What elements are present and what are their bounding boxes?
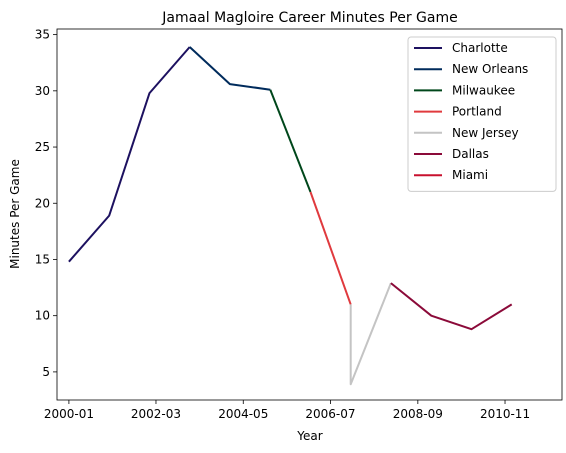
- legend-label: Milwaukee: [452, 83, 515, 97]
- legend-label: Miami: [452, 168, 488, 182]
- x-tick-label: 2008-09: [393, 407, 443, 421]
- x-axis-title: Year: [296, 429, 322, 443]
- series-line-new-jersey: [349, 282, 392, 386]
- chart-title: Jamaal Magloire Career Minutes Per Game: [161, 10, 457, 26]
- legend: Charlotte New Orleans Milwaukee Portland New…: [407, 36, 557, 192]
- x-tick-label: 2004-05: [218, 407, 268, 421]
- y-tick-label: 25: [35, 140, 50, 154]
- y-tick-label: 15: [35, 252, 50, 266]
- legend-label: New Orleans: [452, 62, 528, 76]
- series-line-dallas: [390, 282, 513, 331]
- series-line-charlotte: [68, 46, 191, 263]
- x-tick-label: 2002-03: [131, 407, 181, 421]
- legend-label: Portland: [452, 105, 502, 119]
- x-tick-label: 2010-11: [480, 407, 530, 421]
- legend-box: [407, 36, 557, 192]
- legend-label: Dallas: [452, 147, 489, 161]
- y-tick-label: 10: [35, 309, 50, 323]
- y-tick-label: 30: [35, 84, 50, 98]
- y-axis-title: Minutes Per Game: [8, 159, 22, 269]
- series-lines: [68, 46, 513, 386]
- y-tick-label: 35: [35, 28, 50, 42]
- plot-frame: [56, 28, 563, 401]
- legend-label: New Jersey: [452, 126, 519, 140]
- x-tick-label: 2006-07: [305, 407, 355, 421]
- x-tick-label: 2000-01: [44, 407, 94, 421]
- series-line-milwaukee: [269, 89, 312, 193]
- y-axis: 5 10 15 20 25 30 35: [35, 28, 57, 379]
- y-tick-label: 20: [35, 196, 50, 210]
- x-axis: 2000-01 2002-03 2004-05 2006-07 2008-09 2010-…: [44, 400, 530, 421]
- series-line-new-orleans: [189, 46, 271, 91]
- y-tick-label: 5: [42, 365, 50, 379]
- series-line-portland: [309, 191, 352, 305]
- legend-label: Charlotte: [452, 41, 508, 55]
